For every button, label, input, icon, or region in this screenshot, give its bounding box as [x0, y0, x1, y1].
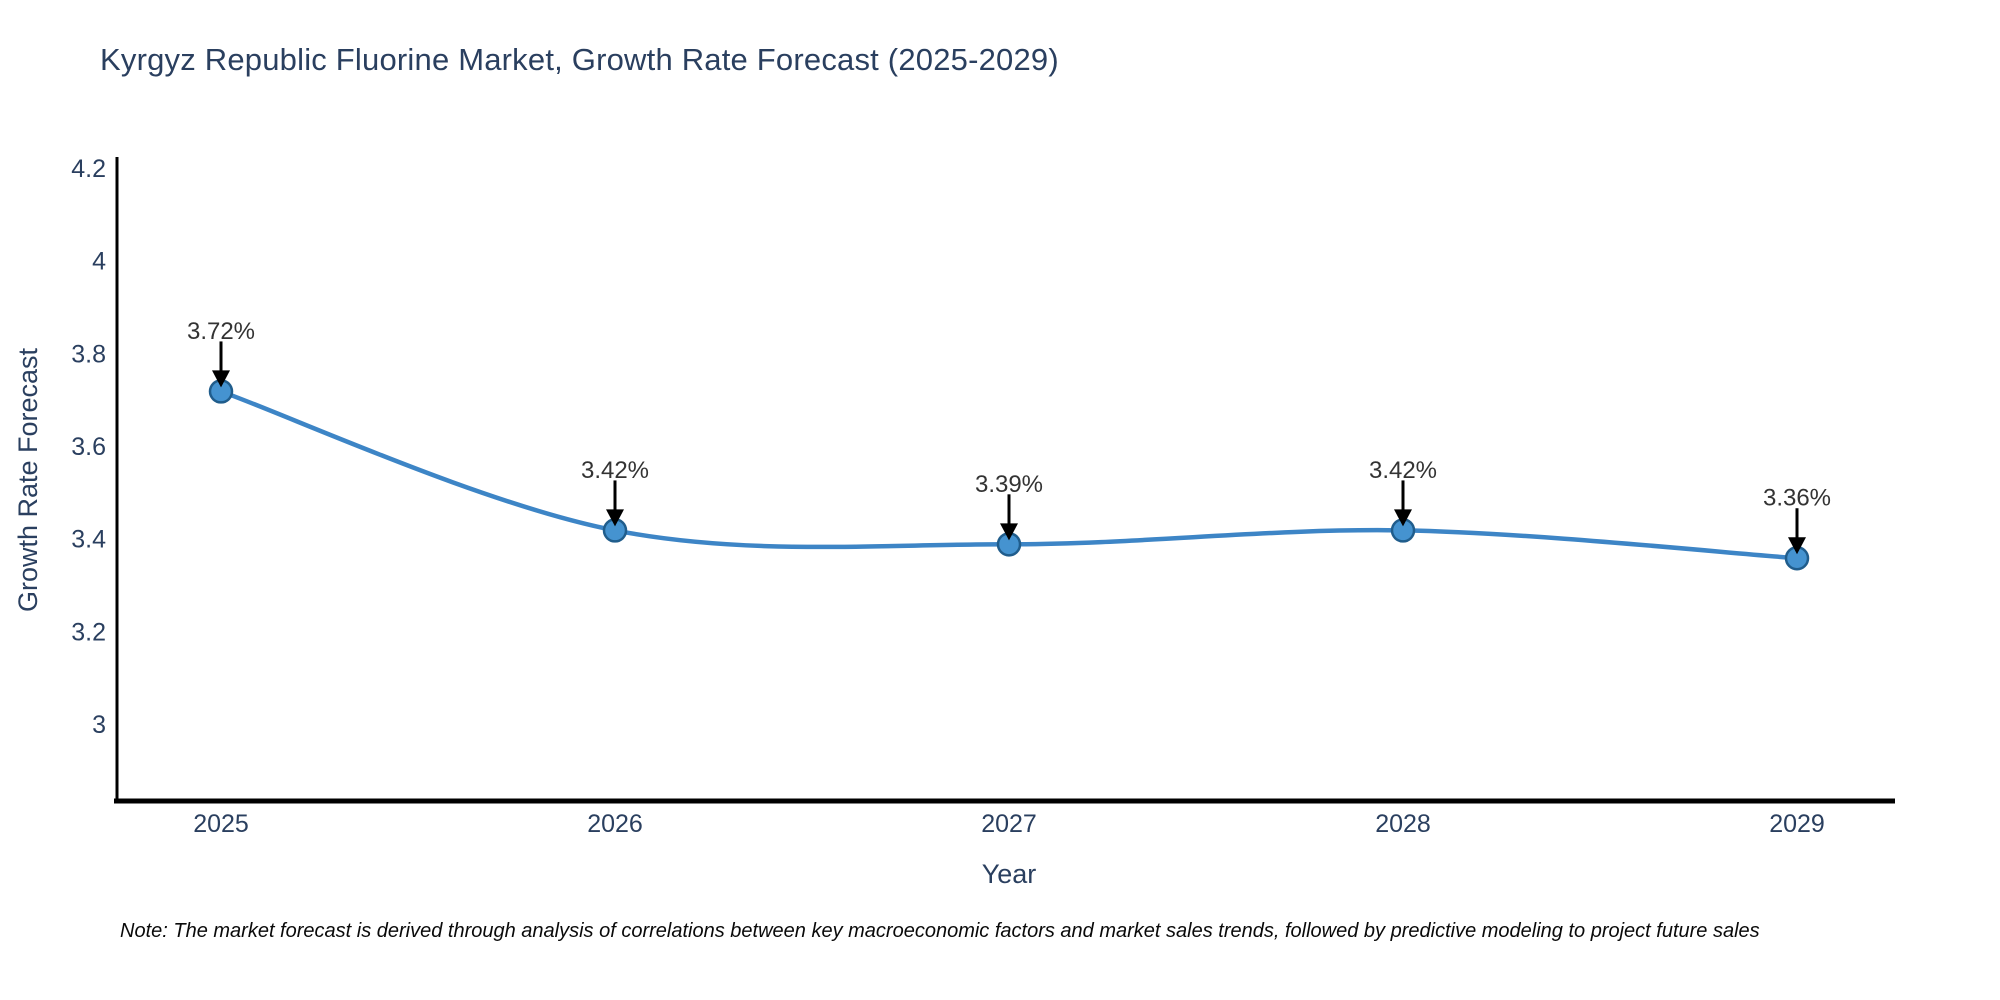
y-tick-label: 4 [92, 248, 106, 276]
y-tick-label: 3 [92, 711, 106, 739]
x-axis-title: Year [982, 859, 1037, 889]
y-tick-label: 3.8 [71, 340, 106, 368]
y-tick-label: 3.6 [71, 433, 106, 461]
annotation-arrowhead-icon [1000, 523, 1018, 541]
x-tick-label: 2029 [1769, 810, 1825, 838]
x-tick-label: 2025 [193, 810, 249, 838]
annotation-arrowhead-icon [1788, 537, 1806, 555]
y-tick-label: 3.4 [71, 526, 106, 554]
chart-title: Kyrgyz Republic Fluorine Market, Growth … [100, 42, 1059, 77]
annotation-arrowhead-icon [606, 509, 624, 527]
y-tick-label: 3.2 [71, 618, 106, 646]
x-tick-label: 2028 [1375, 810, 1431, 838]
data-point-label: 3.42% [581, 457, 649, 484]
annotation-arrowhead-icon [1394, 509, 1412, 527]
x-tick-label: 2027 [981, 810, 1037, 838]
data-point-label: 3.42% [1369, 457, 1437, 484]
data-point-label: 3.36% [1763, 485, 1831, 512]
y-tick-label: 4.2 [71, 155, 106, 183]
data-point-label: 3.72% [187, 318, 255, 345]
data-point-label: 3.39% [975, 471, 1043, 498]
chart-note: Note: The market forecast is derived thr… [120, 920, 1760, 942]
x-tick-label: 2026 [587, 810, 643, 838]
y-axis-title: Growth Rate Forecast [13, 347, 43, 612]
annotation-arrowhead-icon [212, 370, 230, 388]
